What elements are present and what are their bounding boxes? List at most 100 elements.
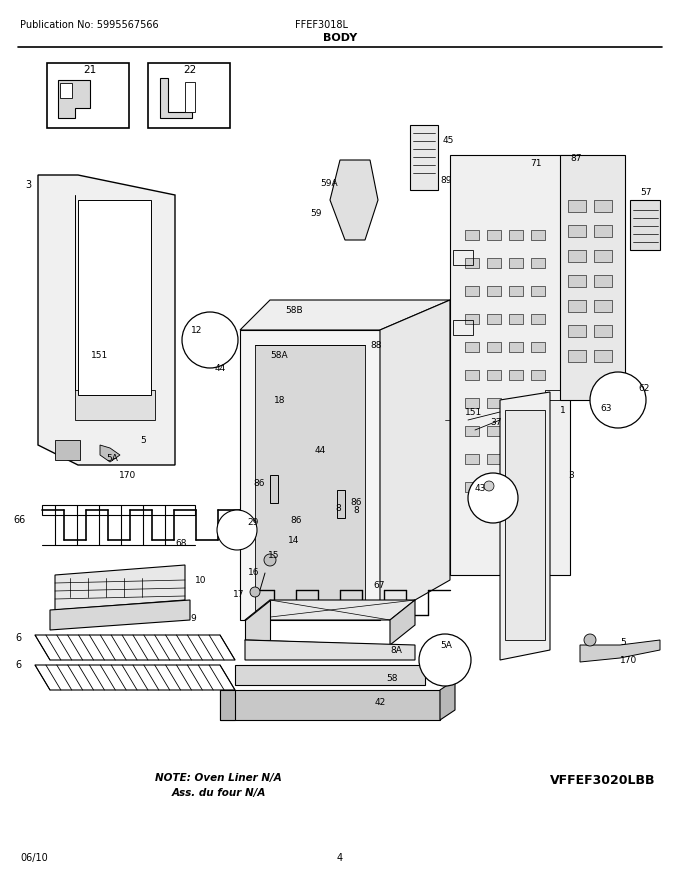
Bar xyxy=(487,286,501,296)
Text: 68: 68 xyxy=(175,539,186,547)
Text: 8: 8 xyxy=(353,505,359,515)
Polygon shape xyxy=(450,155,570,575)
Bar xyxy=(568,225,586,237)
Bar xyxy=(594,275,612,287)
Text: 86: 86 xyxy=(290,516,301,524)
Polygon shape xyxy=(100,445,120,462)
Bar xyxy=(487,370,501,380)
Text: 17: 17 xyxy=(233,590,245,598)
Bar xyxy=(531,286,545,296)
Text: 44: 44 xyxy=(314,445,326,454)
Polygon shape xyxy=(58,80,90,118)
Bar xyxy=(487,482,501,492)
Text: 67: 67 xyxy=(373,581,384,590)
Text: 6: 6 xyxy=(16,633,22,643)
Bar xyxy=(505,410,545,640)
Circle shape xyxy=(264,554,276,566)
Bar xyxy=(594,350,612,362)
Bar xyxy=(337,490,345,518)
Circle shape xyxy=(484,481,494,491)
Polygon shape xyxy=(330,160,378,240)
Text: 86: 86 xyxy=(350,497,362,507)
Bar xyxy=(594,225,612,237)
Text: 10: 10 xyxy=(195,576,207,584)
Text: 22: 22 xyxy=(184,65,197,75)
Text: 63: 63 xyxy=(600,404,611,413)
Text: 151: 151 xyxy=(91,350,109,360)
Bar xyxy=(487,258,501,268)
Bar xyxy=(531,258,545,268)
Bar xyxy=(78,200,151,395)
Circle shape xyxy=(250,587,260,597)
Text: 58A: 58A xyxy=(270,350,288,360)
Bar xyxy=(465,482,479,492)
Text: 5A: 5A xyxy=(440,641,452,649)
Polygon shape xyxy=(75,195,155,420)
Bar xyxy=(509,314,523,324)
Bar xyxy=(509,286,523,296)
Bar xyxy=(465,286,479,296)
Bar xyxy=(509,370,523,380)
Text: 43: 43 xyxy=(475,483,486,493)
Text: 4: 4 xyxy=(337,853,343,863)
Text: 6: 6 xyxy=(16,660,22,670)
Text: 44: 44 xyxy=(215,363,226,372)
Bar xyxy=(545,390,565,400)
Text: 8: 8 xyxy=(335,503,341,512)
Text: 89: 89 xyxy=(440,175,452,185)
Text: 14: 14 xyxy=(288,536,299,545)
Text: 5: 5 xyxy=(140,436,146,444)
Bar xyxy=(509,230,523,240)
Bar xyxy=(509,398,523,408)
Bar xyxy=(509,342,523,352)
Text: 170: 170 xyxy=(620,656,637,664)
Polygon shape xyxy=(560,155,625,400)
Bar xyxy=(568,300,586,312)
Circle shape xyxy=(217,510,257,550)
Text: NOTE: Oven Liner N/A: NOTE: Oven Liner N/A xyxy=(155,773,282,783)
Text: 5A: 5A xyxy=(106,453,118,463)
Polygon shape xyxy=(55,565,185,610)
Bar xyxy=(594,200,612,212)
Polygon shape xyxy=(220,690,235,720)
Text: 21: 21 xyxy=(84,65,97,75)
Polygon shape xyxy=(235,665,425,685)
Text: 71: 71 xyxy=(530,158,541,167)
Bar xyxy=(487,314,501,324)
Bar xyxy=(598,390,620,400)
Bar xyxy=(185,82,195,112)
Text: 66: 66 xyxy=(14,515,26,525)
Circle shape xyxy=(468,473,518,523)
Bar xyxy=(453,250,473,265)
Polygon shape xyxy=(255,345,365,610)
Bar xyxy=(531,342,545,352)
Bar xyxy=(487,342,501,352)
Text: 16: 16 xyxy=(248,568,260,576)
Polygon shape xyxy=(245,640,415,660)
Polygon shape xyxy=(432,650,458,672)
Bar xyxy=(148,63,230,128)
Polygon shape xyxy=(245,600,415,620)
Polygon shape xyxy=(390,600,415,645)
Bar xyxy=(465,398,479,408)
Bar xyxy=(410,125,438,190)
Text: Ass. du four N/A: Ass. du four N/A xyxy=(172,788,267,798)
Bar xyxy=(531,482,545,492)
Text: 8A: 8A xyxy=(390,646,402,655)
Text: 29: 29 xyxy=(247,517,258,526)
Bar xyxy=(531,230,545,240)
Circle shape xyxy=(590,372,646,428)
Bar xyxy=(227,520,245,538)
Bar xyxy=(509,454,523,464)
Text: 45: 45 xyxy=(443,136,454,144)
Bar xyxy=(531,370,545,380)
Polygon shape xyxy=(500,392,550,660)
Bar xyxy=(465,454,479,464)
Bar xyxy=(487,230,501,240)
Bar xyxy=(568,250,586,262)
Text: 18: 18 xyxy=(274,395,286,405)
Bar xyxy=(453,320,473,335)
Polygon shape xyxy=(50,600,190,630)
Text: 59A: 59A xyxy=(320,179,338,187)
Polygon shape xyxy=(160,78,192,118)
